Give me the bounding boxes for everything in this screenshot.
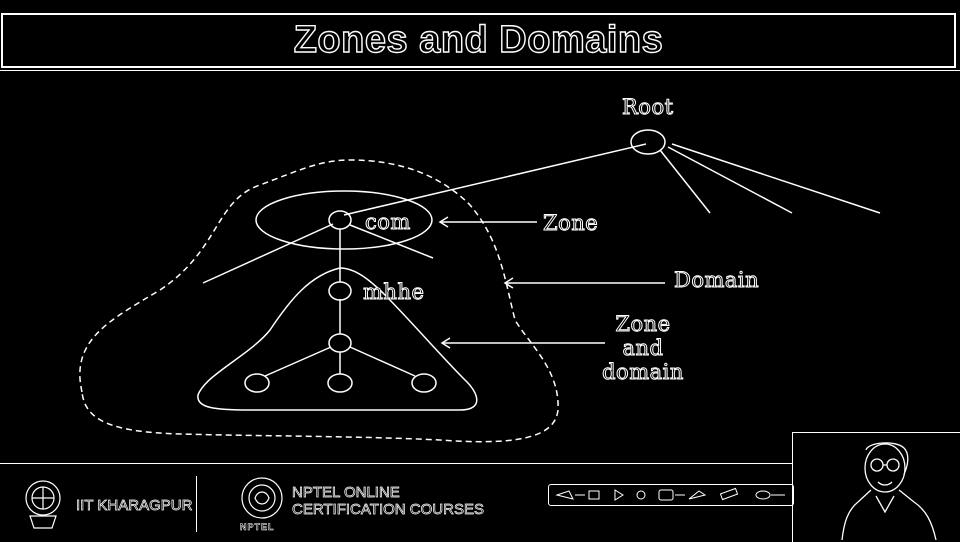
zone-arrow (438, 216, 537, 228)
zone-and-domain-annotation-line1: Zone (615, 312, 670, 336)
com-label: com (365, 210, 411, 234)
tree-edges (202, 143, 881, 377)
leaf-node (411, 373, 437, 393)
domain-arrow (503, 277, 665, 289)
zone-and-domain-annotation-line2: and (623, 336, 664, 360)
nptel-line-1: NPTEL ONLINE (292, 484, 401, 501)
zone-annotation: Zone (543, 211, 598, 235)
zone-and-domain-region (197, 267, 478, 411)
zone-ellipse (255, 190, 433, 250)
leaf-node (244, 373, 270, 393)
com-node (328, 210, 352, 230)
domain-annotation: Domain (674, 268, 759, 292)
decorative-shapes-icon (555, 487, 785, 501)
inner-node (328, 333, 352, 353)
nptel-mark: NPTEL (240, 522, 275, 533)
decorative-icon-strip (548, 484, 794, 506)
slide-title: Zones and Domains (293, 18, 664, 61)
title-divider (0, 70, 960, 71)
presenter-portrait-icon (841, 442, 937, 540)
mhhe-label: mhhe (363, 280, 424, 304)
nptel-line-2: CERTIFICATION COURSES (292, 501, 485, 518)
root-node (630, 129, 666, 155)
root-label: Root (622, 95, 674, 119)
leaf-node (327, 373, 353, 393)
zone-and-domain-arrow (440, 337, 605, 349)
footer-separator (196, 476, 197, 532)
nptel-logo-icon (241, 477, 283, 519)
footer-divider-line (0, 463, 792, 464)
mhhe-node (328, 281, 352, 301)
domain-boundary (79, 159, 559, 443)
title-bar: Zones and Domains (1, 13, 956, 68)
iit-kharagpur-logo-icon (25, 480, 61, 529)
zone-and-domain-annotation-line3: domain (602, 360, 684, 384)
institute-name: IIT KHARAGPUR (76, 497, 193, 514)
presenter-video-frame (792, 432, 960, 542)
